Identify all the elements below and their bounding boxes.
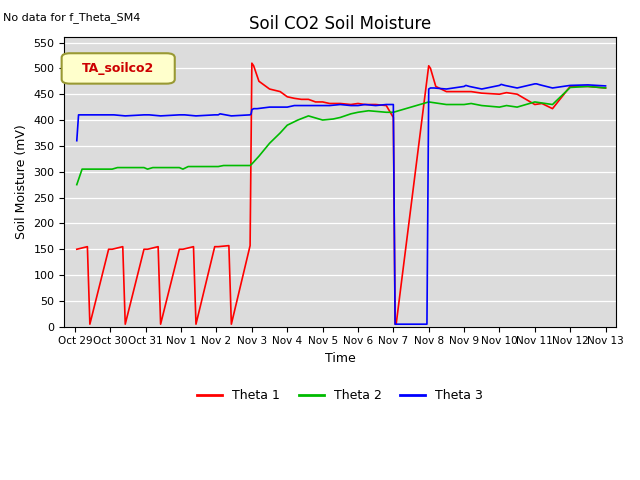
Line: Theta 1: Theta 1	[77, 63, 605, 324]
Theta 1	[392, 321, 400, 327]
Theta 2	[584, 84, 592, 89]
Theta 3	[73, 138, 81, 144]
Theta 2	[246, 163, 254, 168]
Theta 2	[495, 104, 503, 110]
Theta 2	[73, 182, 81, 188]
Theta 2	[319, 117, 326, 123]
Theta 1	[73, 246, 81, 252]
FancyBboxPatch shape	[61, 53, 175, 84]
Theta 2	[108, 166, 116, 172]
Theta 2	[105, 166, 113, 172]
Title: Soil CO2 Soil Moisture: Soil CO2 Soil Moisture	[249, 15, 431, 33]
Line: Theta 2: Theta 2	[77, 86, 605, 185]
Theta 1	[214, 244, 222, 250]
Theta 3	[319, 103, 326, 108]
X-axis label: Time: Time	[325, 352, 356, 365]
Theta 2	[140, 165, 148, 170]
Theta 2	[144, 166, 152, 172]
Theta 2	[467, 101, 475, 107]
Theta 2	[602, 85, 609, 91]
Theta 2	[442, 102, 450, 108]
Theta 2	[460, 102, 468, 108]
Theta 2	[149, 165, 157, 170]
Theta 2	[175, 165, 183, 170]
Theta 1	[425, 63, 433, 69]
Theta 1	[105, 246, 113, 252]
Theta 3	[425, 86, 433, 92]
Theta 2	[179, 166, 187, 172]
Theta 1	[602, 85, 609, 91]
Theta 3	[391, 321, 399, 327]
Theta 2	[390, 109, 397, 115]
Theta 2	[184, 164, 192, 169]
Y-axis label: Soil Moisture (mV): Soil Moisture (mV)	[15, 125, 28, 240]
Theta 1	[108, 246, 116, 252]
Theta 2	[78, 166, 86, 172]
Text: No data for f_Theta_SM4: No data for f_Theta_SM4	[3, 12, 141, 23]
Theta 2	[248, 161, 256, 167]
Theta 3	[584, 82, 592, 88]
Theta 2	[220, 163, 227, 168]
Theta 3	[216, 111, 224, 117]
Theta 2	[347, 111, 355, 117]
Theta 2	[538, 100, 546, 106]
Theta 2	[276, 130, 284, 136]
Theta 2	[330, 116, 337, 122]
Theta 2	[531, 99, 539, 105]
Theta 1	[291, 96, 298, 101]
Theta 2	[114, 165, 122, 170]
Theta 2	[294, 117, 301, 123]
Theta 2	[432, 100, 440, 106]
Theta 2	[383, 109, 390, 115]
Theta 2	[337, 115, 344, 120]
Theta 2	[255, 153, 263, 159]
Theta 2	[502, 103, 510, 108]
Theta 2	[566, 84, 574, 90]
Line: Theta 3: Theta 3	[77, 84, 605, 324]
Theta 3	[246, 112, 254, 118]
Theta 2	[211, 164, 219, 169]
Theta 3	[531, 81, 539, 87]
Theta 2	[305, 113, 312, 119]
Theta 2	[365, 108, 372, 114]
Theta 1	[86, 321, 93, 327]
Legend: Theta 1, Theta 2, Theta 3: Theta 1, Theta 2, Theta 3	[192, 384, 488, 408]
Theta 2	[284, 122, 291, 128]
Theta 2	[266, 141, 273, 146]
Theta 3	[305, 103, 312, 108]
Theta 2	[425, 99, 433, 105]
Theta 1	[248, 60, 256, 66]
Theta 2	[548, 102, 556, 108]
Theta 3	[602, 83, 609, 89]
Theta 2	[354, 109, 362, 115]
Text: TA_soilco2: TA_soilco2	[83, 62, 155, 75]
Theta 2	[513, 104, 521, 110]
Theta 2	[478, 103, 486, 108]
Theta 2	[214, 164, 222, 169]
